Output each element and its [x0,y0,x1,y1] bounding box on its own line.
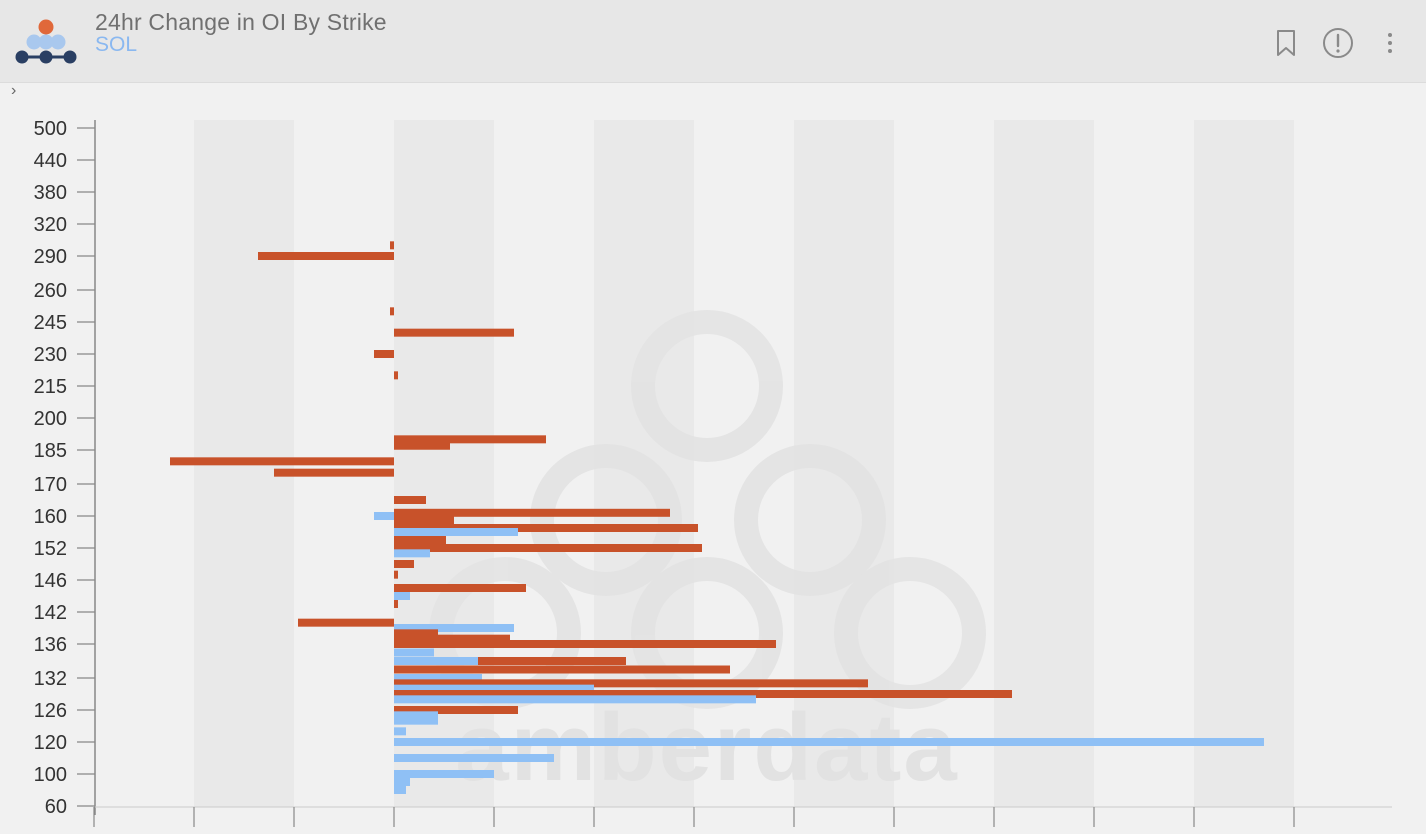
y-tick-label: 380 [34,182,67,204]
bar-orange[interactable] [394,657,626,665]
bar-blue[interactable] [394,674,482,682]
y-tick-label: 320 [34,214,67,236]
bar-orange[interactable] [394,706,518,714]
bar-blue[interactable] [394,684,594,693]
bar-orange[interactable] [394,508,670,517]
y-tick-label: 230 [34,344,67,366]
y-tick-label: 170 [34,474,67,496]
grid-stripe [1094,120,1194,807]
bar-orange[interactable] [374,350,394,358]
bar-blue[interactable] [394,727,406,736]
amberdata-logo-icon [15,19,77,64]
bar-orange[interactable] [394,600,398,608]
grid-stripe [994,120,1094,807]
bar-orange[interactable] [274,468,394,477]
y-tick-label: 126 [34,700,67,722]
bar-orange[interactable] [394,634,510,643]
bar-orange[interactable] [394,435,546,444]
bookmark-icon[interactable] [1269,26,1303,60]
y-tick-label: 260 [34,280,67,302]
info-icon[interactable] [1321,26,1355,60]
watermark-text: amberdata [455,694,959,801]
bar-blue[interactable] [394,778,410,786]
bar-orange[interactable] [394,560,414,568]
bar-blue[interactable] [394,738,1264,746]
y-tick-label: 146 [34,570,67,592]
bar-orange[interactable] [394,371,398,380]
bar-orange[interactable] [390,241,394,250]
bar-blue[interactable] [394,786,406,794]
bar-orange[interactable] [394,640,776,648]
bar-orange[interactable] [394,570,398,579]
bars [170,241,1264,794]
y-tick-label: 142 [34,602,67,624]
bar-orange[interactable] [394,679,868,688]
bar-blue[interactable] [394,754,554,762]
bar-blue[interactable] [394,695,756,704]
expand-chevron-icon[interactable]: › [11,82,17,99]
y-tick-label: 100 [34,764,67,786]
chart-title: 24hr Change in OI By Strike [95,9,387,35]
y-tick-label: 120 [34,732,67,754]
bar-blue[interactable] [394,549,430,558]
bar-blue[interactable] [394,592,410,600]
bar-orange[interactable] [394,441,450,450]
y-tick-label: 290 [34,246,67,268]
y-tick-label: 160 [34,506,67,528]
y-tick-label: 185 [34,440,67,462]
bar-orange[interactable] [394,516,454,524]
watermark-logo: amberdata [429,310,986,801]
y-tick-label: 60 [45,796,67,818]
y-tick-label: 215 [34,376,67,398]
y-tick-label: 500 [34,118,67,140]
bar-blue[interactable] [394,770,494,778]
y-tick-label: 132 [34,668,67,690]
bar-orange[interactable] [394,690,1012,698]
more-icon[interactable] [1373,26,1407,60]
bar-orange[interactable] [394,496,426,504]
y-tick-label: 440 [34,150,67,172]
bar-orange[interactable] [394,544,702,552]
bar-blue[interactable] [394,711,438,720]
y-tick-label: 152 [34,538,67,560]
bar-orange[interactable] [394,584,526,592]
asset-subtitle: SOL [95,33,138,56]
bar-blue[interactable] [394,528,518,536]
y-tick-label: 136 [34,634,67,656]
bar-blue[interactable] [394,624,514,632]
bar-blue[interactable] [374,512,394,520]
bar-orange[interactable] [394,524,698,532]
axes: 500 440 380 320 290 260 245 230 215 200 185 170 160 1… [34,118,1392,827]
bar-blue[interactable] [394,716,438,725]
grid-stripe [1194,120,1294,807]
panel-header: 24hr Change in OI By Strike SOL [0,0,1426,83]
bar-orange[interactable] [394,536,446,544]
bar-orange[interactable] [394,328,514,337]
bar-orange[interactable] [390,307,394,316]
bar-blue[interactable] [394,648,434,657]
grid-stripe [1294,120,1392,807]
y-tick-label: 245 [34,312,67,334]
bar-orange[interactable] [170,457,394,466]
oi-change-chart: amberdata 500 440 380 320 290 260 245 230 215 200… [34,118,1392,827]
bar-orange[interactable] [394,665,730,674]
bar-blue[interactable] [394,657,478,665]
bar-orange[interactable] [298,618,394,627]
bar-orange[interactable] [394,629,438,638]
bar-orange[interactable] [258,252,394,260]
y-tick-label: 200 [34,408,67,430]
